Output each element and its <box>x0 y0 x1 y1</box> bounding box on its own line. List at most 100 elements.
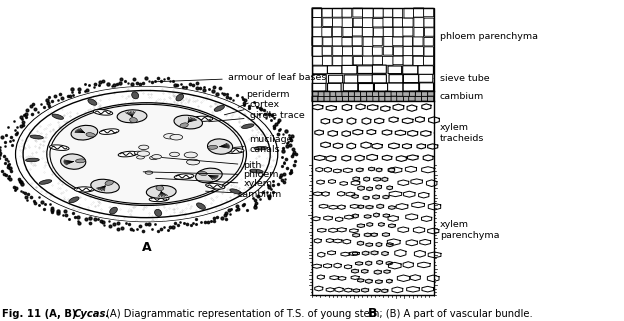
FancyBboxPatch shape <box>373 18 383 27</box>
Polygon shape <box>353 289 359 292</box>
FancyBboxPatch shape <box>322 47 332 55</box>
FancyBboxPatch shape <box>427 91 434 96</box>
FancyBboxPatch shape <box>413 56 424 65</box>
Polygon shape <box>397 275 410 282</box>
Polygon shape <box>364 215 371 218</box>
Ellipse shape <box>93 109 113 115</box>
Polygon shape <box>326 288 334 292</box>
FancyBboxPatch shape <box>332 37 343 46</box>
Polygon shape <box>427 144 437 149</box>
Polygon shape <box>374 289 380 292</box>
Polygon shape <box>340 182 348 185</box>
FancyBboxPatch shape <box>409 91 416 96</box>
FancyBboxPatch shape <box>403 74 419 82</box>
Polygon shape <box>344 215 353 219</box>
Polygon shape <box>362 118 371 124</box>
FancyBboxPatch shape <box>343 47 353 56</box>
Ellipse shape <box>76 159 85 163</box>
FancyBboxPatch shape <box>383 18 392 27</box>
Polygon shape <box>371 251 378 255</box>
FancyBboxPatch shape <box>330 96 336 102</box>
Ellipse shape <box>241 124 254 128</box>
Polygon shape <box>423 155 433 161</box>
FancyBboxPatch shape <box>403 37 412 46</box>
Ellipse shape <box>206 183 225 189</box>
FancyBboxPatch shape <box>383 47 392 55</box>
Polygon shape <box>328 131 338 136</box>
FancyBboxPatch shape <box>413 37 423 46</box>
Polygon shape <box>389 143 399 149</box>
FancyBboxPatch shape <box>363 47 373 56</box>
Polygon shape <box>317 180 324 184</box>
FancyBboxPatch shape <box>324 96 331 101</box>
Polygon shape <box>384 270 390 273</box>
Polygon shape <box>373 195 379 199</box>
Ellipse shape <box>74 187 94 192</box>
Polygon shape <box>329 228 338 232</box>
Polygon shape <box>367 187 373 191</box>
Polygon shape <box>383 155 392 160</box>
Polygon shape <box>376 168 382 172</box>
Polygon shape <box>330 276 339 280</box>
FancyBboxPatch shape <box>391 96 397 101</box>
FancyBboxPatch shape <box>373 65 386 74</box>
Polygon shape <box>420 239 431 245</box>
Polygon shape <box>353 177 359 181</box>
Ellipse shape <box>208 145 218 149</box>
Polygon shape <box>406 240 417 246</box>
FancyBboxPatch shape <box>312 91 318 96</box>
FancyBboxPatch shape <box>403 83 419 91</box>
Polygon shape <box>333 169 341 173</box>
Polygon shape <box>422 104 431 110</box>
Ellipse shape <box>170 152 180 157</box>
Polygon shape <box>356 262 363 265</box>
FancyBboxPatch shape <box>353 37 362 46</box>
Ellipse shape <box>230 189 241 194</box>
FancyBboxPatch shape <box>403 47 412 56</box>
FancyBboxPatch shape <box>313 74 326 83</box>
FancyBboxPatch shape <box>391 91 398 96</box>
FancyBboxPatch shape <box>312 27 323 37</box>
FancyBboxPatch shape <box>323 18 333 27</box>
FancyBboxPatch shape <box>414 28 424 37</box>
Ellipse shape <box>184 152 197 158</box>
Polygon shape <box>324 216 333 220</box>
FancyBboxPatch shape <box>328 83 341 92</box>
Polygon shape <box>383 233 389 237</box>
Polygon shape <box>428 252 441 258</box>
Polygon shape <box>386 243 393 247</box>
FancyBboxPatch shape <box>409 96 416 101</box>
Polygon shape <box>374 213 379 217</box>
Polygon shape <box>336 217 343 221</box>
FancyBboxPatch shape <box>312 96 318 101</box>
FancyBboxPatch shape <box>363 8 373 18</box>
Text: xylem
parenchyma: xylem parenchyma <box>434 220 499 240</box>
FancyBboxPatch shape <box>415 96 422 101</box>
Polygon shape <box>326 239 333 243</box>
Polygon shape <box>367 130 376 134</box>
FancyBboxPatch shape <box>393 56 403 65</box>
Polygon shape <box>388 239 400 245</box>
FancyBboxPatch shape <box>342 18 353 27</box>
Polygon shape <box>321 142 330 148</box>
Polygon shape <box>338 228 346 232</box>
Polygon shape <box>395 250 406 256</box>
Polygon shape <box>382 289 388 292</box>
FancyBboxPatch shape <box>424 38 433 46</box>
Polygon shape <box>402 118 413 124</box>
Polygon shape <box>363 251 369 255</box>
Polygon shape <box>410 275 421 281</box>
Polygon shape <box>333 118 342 123</box>
Polygon shape <box>329 205 338 209</box>
Ellipse shape <box>69 197 79 203</box>
Polygon shape <box>427 275 439 282</box>
FancyBboxPatch shape <box>374 83 389 91</box>
FancyBboxPatch shape <box>312 17 321 27</box>
Polygon shape <box>369 167 374 171</box>
Polygon shape <box>383 214 389 217</box>
FancyBboxPatch shape <box>328 75 343 83</box>
FancyBboxPatch shape <box>343 83 358 91</box>
Ellipse shape <box>174 174 194 179</box>
Text: Cycas.: Cycas. <box>74 309 110 319</box>
Polygon shape <box>343 168 352 173</box>
